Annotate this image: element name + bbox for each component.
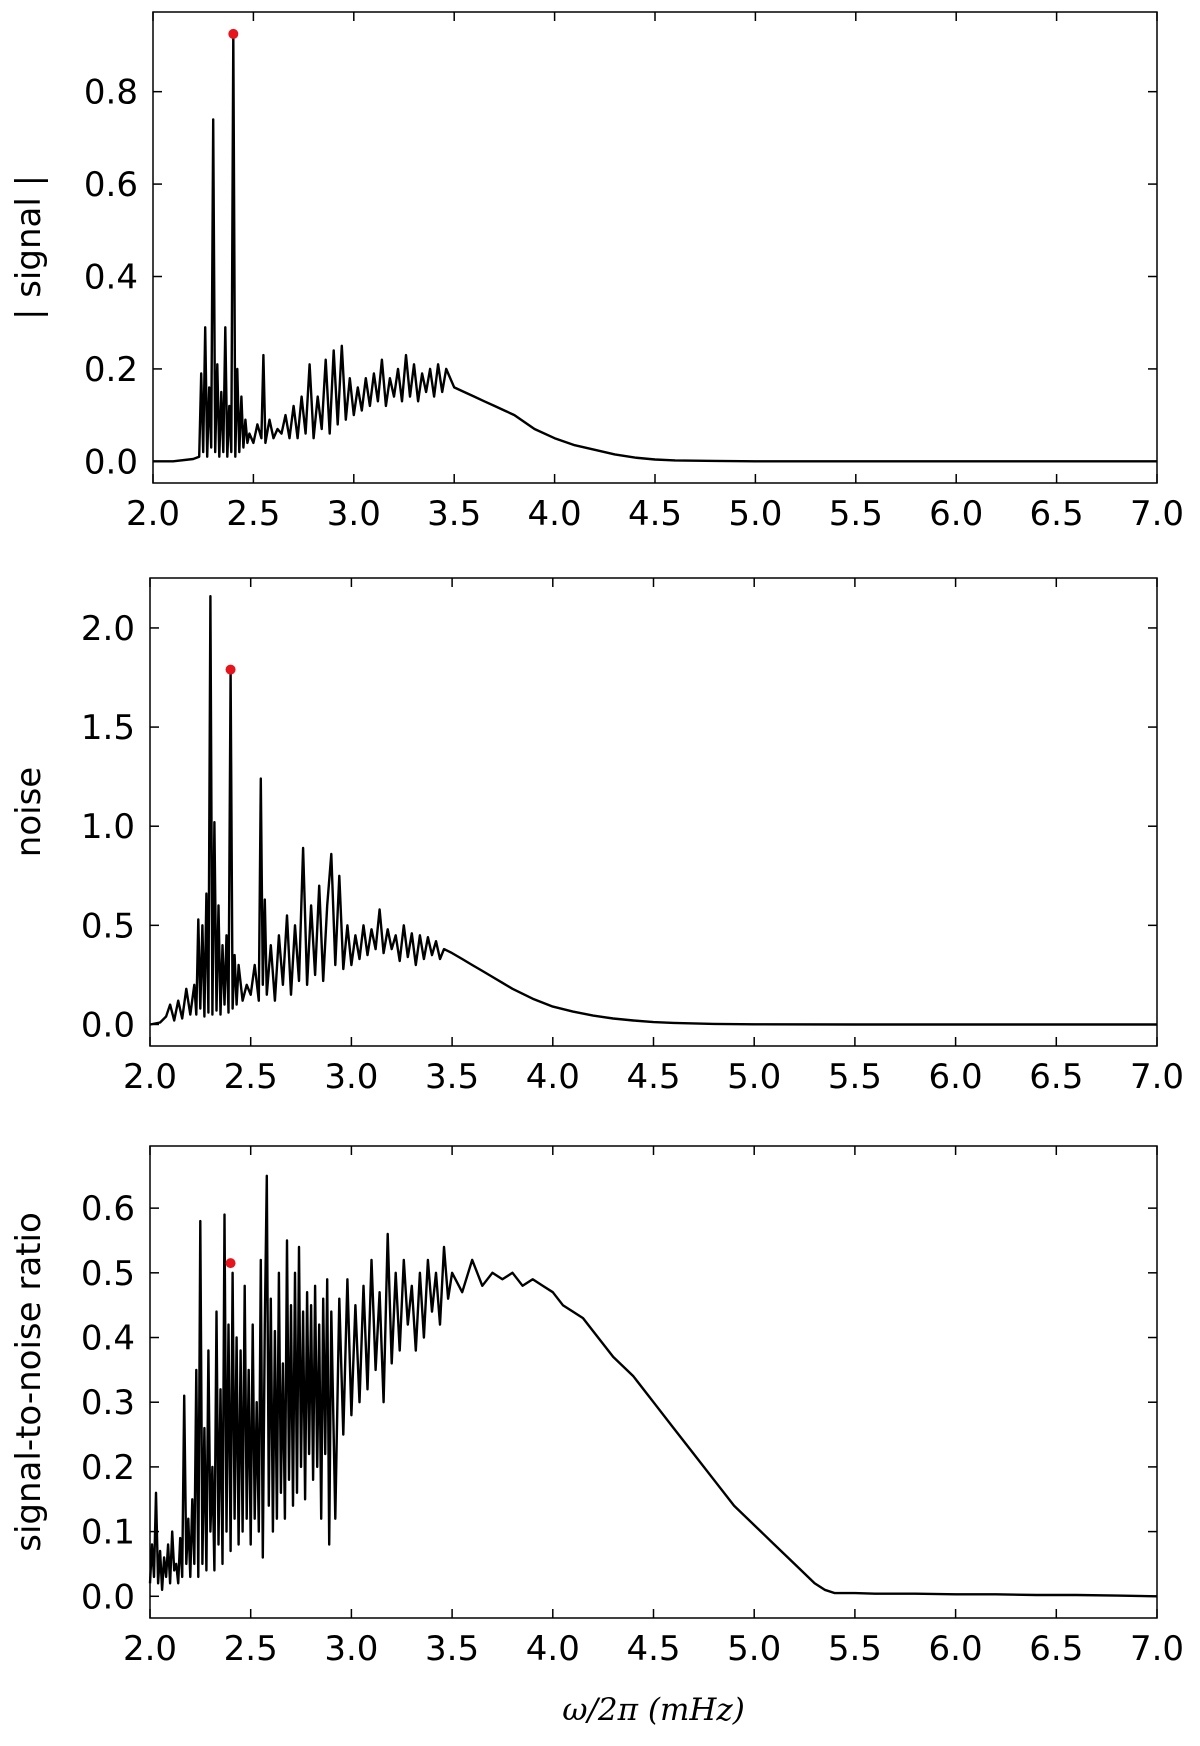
x-axis-label: ω/2π (mHz) xyxy=(562,1692,745,1728)
series-line xyxy=(148,1174,1158,1598)
x-tick-label: 3.5 xyxy=(425,1057,479,1097)
y-tick-label: 0.3 xyxy=(81,1383,135,1423)
x-tick-label: 5.5 xyxy=(829,494,883,534)
x-tick-label: 5.5 xyxy=(828,1057,882,1097)
snr-panel: 2.0 2.5 3.0 3.5 4.0 4.5 5.0 5.5 6.0 6.5 7.0 0.0 0.1 0… xyxy=(9,1145,1184,1728)
x-tick-label: 2.5 xyxy=(226,494,280,534)
y-tick-label: 1.5 xyxy=(81,708,135,748)
y-tick-label: 2.0 xyxy=(81,609,135,649)
y-tick-label: 1.0 xyxy=(81,807,135,847)
series-line xyxy=(149,595,1157,1026)
x-tick-label: 5.0 xyxy=(727,1057,781,1097)
x-tick-label: 6.5 xyxy=(1029,1057,1083,1097)
peak-marker xyxy=(228,28,239,39)
x-tick-label: 4.5 xyxy=(628,494,682,534)
x-tick-label: 6.5 xyxy=(1029,1629,1083,1669)
noise-panel: 2.0 2.5 3.0 3.5 4.0 4.5 5.0 5.5 6.0 6.5 7.0 0.0 0.5 1… xyxy=(9,577,1184,1097)
y-tick-label: 0.0 xyxy=(81,1005,135,1045)
y-tick-label: 0.5 xyxy=(81,906,135,946)
x-tick-label: 3.0 xyxy=(327,494,381,534)
x-tick-label: 2.5 xyxy=(224,1057,278,1097)
x-tick-label: 5.0 xyxy=(728,494,782,534)
x-tick-label: 5.5 xyxy=(828,1629,882,1669)
y-tick-label: 0.4 xyxy=(84,258,138,298)
signal-panel: 2.0 2.5 3.0 3.5 4.0 4.5 5.0 5.5 6.0 6.5 7.0 0.0 0.2 0… xyxy=(9,11,1184,534)
x-tick-label: 5.0 xyxy=(727,1629,781,1669)
x-tick-label: 3.5 xyxy=(425,1629,479,1669)
y-tick-label: 0.6 xyxy=(84,165,138,205)
y-tick-label: 0.1 xyxy=(81,1513,135,1553)
x-tick-label: 2.5 xyxy=(224,1629,278,1669)
x-tick-label: 3.5 xyxy=(427,494,481,534)
y-tick-label: 0.0 xyxy=(84,442,138,482)
x-tick-label: 6.0 xyxy=(929,1629,983,1669)
y-tick-label: 0.2 xyxy=(81,1448,135,1488)
peak-marker xyxy=(225,664,236,675)
y-tick-label: 0.4 xyxy=(81,1319,135,1359)
y-tick-label: 0.5 xyxy=(81,1254,135,1294)
y-axis-label: | signal | xyxy=(9,175,49,320)
x-tick-label: 3.0 xyxy=(324,1629,378,1669)
x-tick-label: 4.0 xyxy=(526,1057,580,1097)
x-tick-label: 4.5 xyxy=(626,1629,680,1669)
x-tick-label: 6.0 xyxy=(929,1057,983,1097)
x-tick-label: 4.5 xyxy=(626,1057,680,1097)
x-tick-label: 4.0 xyxy=(526,1629,580,1669)
x-tick-label: 6.5 xyxy=(1030,494,1084,534)
x-tick-label: 6.0 xyxy=(929,494,983,534)
x-tick-label: 3.0 xyxy=(324,1057,378,1097)
y-tick-label: 0.6 xyxy=(81,1189,135,1229)
series-line xyxy=(153,32,1157,463)
x-tick-label: 7.0 xyxy=(1130,494,1184,534)
x-tick-label: 4.0 xyxy=(528,494,582,534)
plot-frame xyxy=(149,577,1158,1047)
x-tick-label: 7.0 xyxy=(1130,1057,1184,1097)
peak-marker xyxy=(225,1258,236,1269)
x-tick-label: 2.0 xyxy=(123,1629,177,1669)
y-axis-label: noise xyxy=(9,767,49,857)
y-tick-label: 0.2 xyxy=(84,350,138,390)
y-tick-label: 0.0 xyxy=(81,1577,135,1617)
y-tick-label: 0.8 xyxy=(84,73,138,113)
x-tick-label: 2.0 xyxy=(126,494,180,534)
x-tick-label: 7.0 xyxy=(1130,1629,1184,1669)
y-axis-label: signal-to-noise ratio xyxy=(9,1212,49,1552)
x-tick-label: 2.0 xyxy=(123,1057,177,1097)
